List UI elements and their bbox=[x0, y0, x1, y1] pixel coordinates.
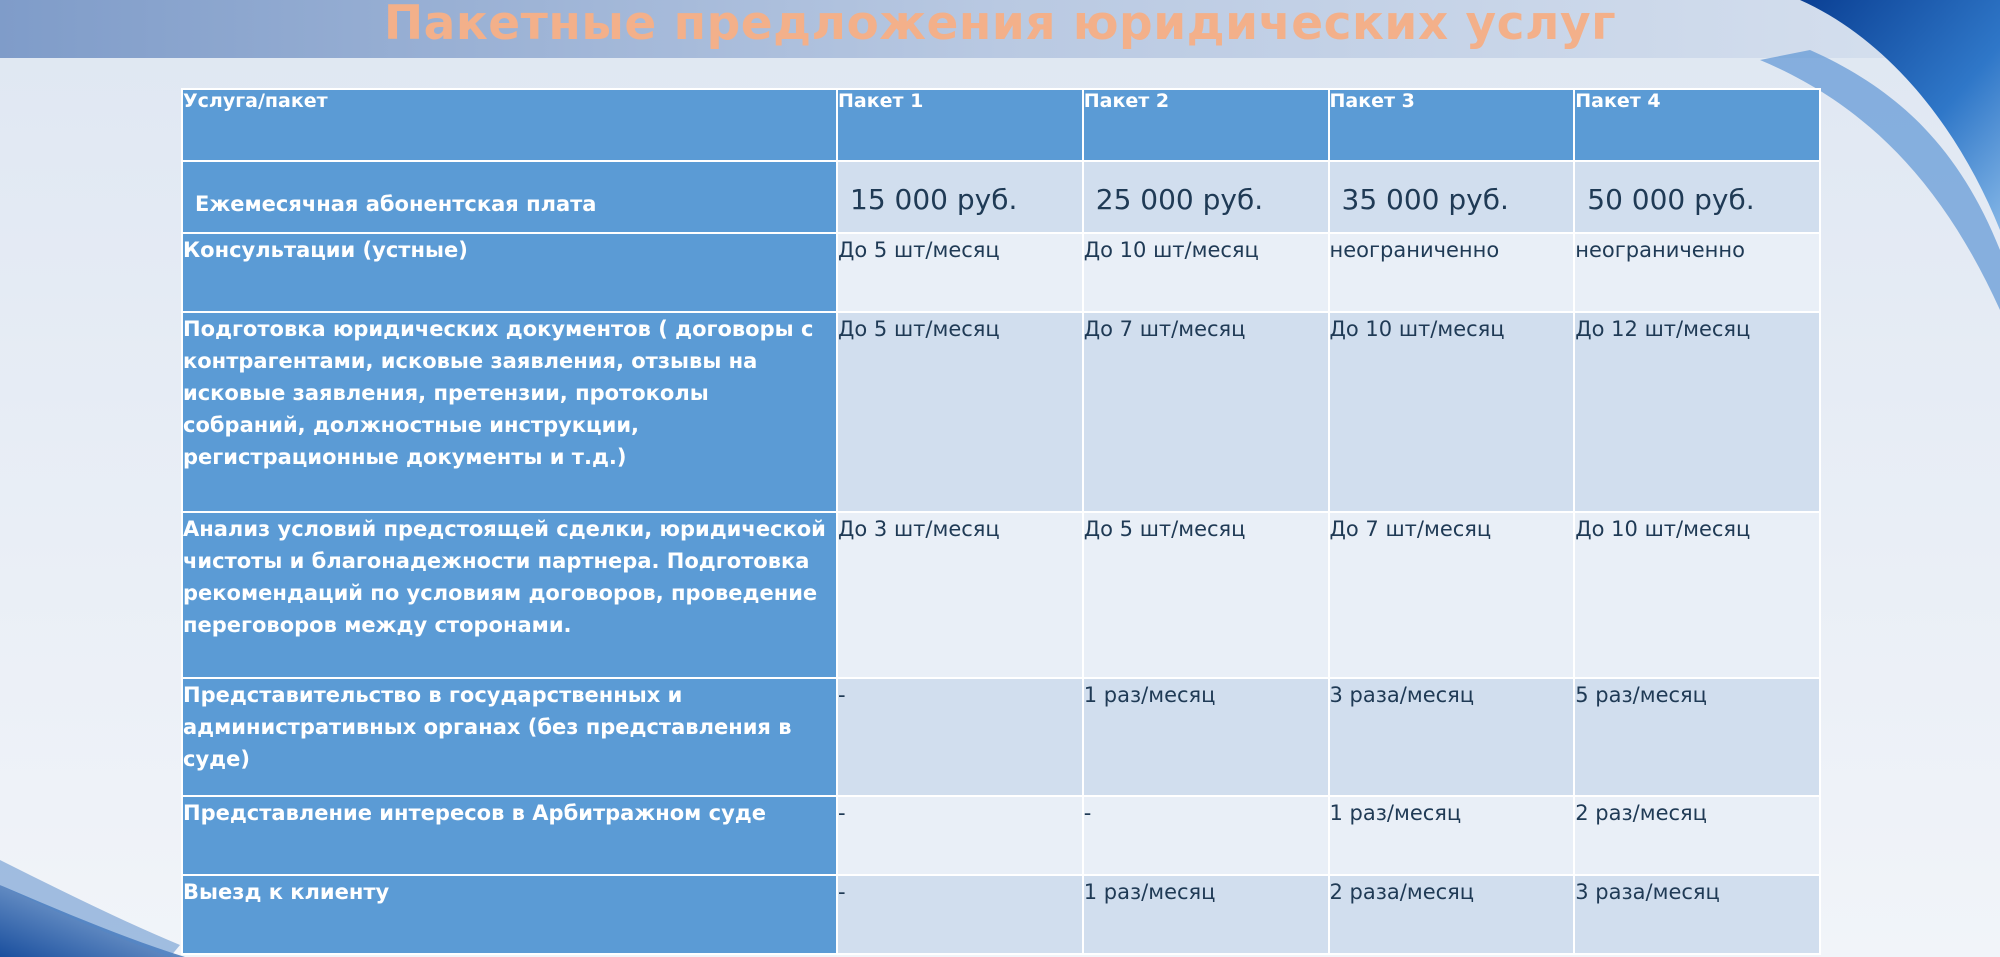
table-row: Ежемесячная абонентская плата 15 000 руб… bbox=[181, 160, 1821, 234]
value-cell: До 5 шт/месяц bbox=[836, 311, 1084, 513]
header-cell-package-2: Пакет 2 bbox=[1081, 88, 1330, 162]
service-cell: Выезд к клиенту bbox=[181, 874, 838, 955]
value-cell: 3 раза/месяц bbox=[1573, 874, 1821, 955]
header-cell-service: Услуга/пакет bbox=[181, 88, 838, 162]
value-cell: неограниченно bbox=[1573, 232, 1821, 313]
value-cell: До 10 шт/месяц bbox=[1081, 232, 1330, 313]
table-row: Подготовка юридических документов ( дого… bbox=[181, 311, 1821, 513]
value-cell: До 3 шт/месяц bbox=[836, 511, 1084, 679]
value-cell: 5 раз/месяц bbox=[1573, 677, 1821, 797]
value-cell: До 7 шт/месяц bbox=[1081, 311, 1330, 513]
value-cell: 15 000 руб. bbox=[836, 160, 1084, 234]
value-cell: До 12 шт/месяц bbox=[1573, 311, 1821, 513]
header-cell-package-3: Пакет 3 bbox=[1327, 88, 1576, 162]
value-cell: 35 000 руб. bbox=[1327, 160, 1576, 234]
service-cell: Подготовка юридических документов ( дого… bbox=[181, 311, 838, 513]
value-cell: 2 раз/месяц bbox=[1573, 795, 1821, 876]
service-cell: Анализ условий предстоящей сделки, юриди… bbox=[181, 511, 838, 679]
table-row: Анализ условий предстоящей сделки, юриди… bbox=[181, 511, 1821, 679]
service-cell: Ежемесячная абонентская плата bbox=[181, 160, 838, 234]
value-cell: - bbox=[1081, 795, 1330, 876]
service-cell: Представительство в государственных и ад… bbox=[181, 677, 838, 797]
header-cell-package-1: Пакет 1 bbox=[836, 88, 1084, 162]
table-row: Консультации (устные) До 5 шт/месяц До 1… bbox=[181, 232, 1821, 313]
value-cell: 2 раза/месяц bbox=[1327, 874, 1576, 955]
service-cell: Консультации (устные) bbox=[181, 232, 838, 313]
table-row: Представительство в государственных и ад… bbox=[181, 677, 1821, 797]
service-cell: Представление интересов в Арбитражном су… bbox=[181, 795, 838, 876]
header-row: Услуга/пакет Пакет 1 Пакет 2 Пакет 3 Пак… bbox=[181, 88, 1821, 162]
value-cell: До 5 шт/месяц bbox=[836, 232, 1084, 313]
table-row: Представление интересов в Арбитражном су… bbox=[181, 795, 1821, 876]
value-cell: 1 раз/месяц bbox=[1081, 677, 1330, 797]
header-cell-package-4: Пакет 4 bbox=[1573, 88, 1821, 162]
value-cell: 3 раза/месяц bbox=[1327, 677, 1576, 797]
value-cell: 1 раз/месяц bbox=[1327, 795, 1576, 876]
value-cell: 1 раз/месяц bbox=[1081, 874, 1330, 955]
value-cell: 50 000 руб. bbox=[1573, 160, 1821, 234]
pricing-table: Услуга/пакет Пакет 1 Пакет 2 Пакет 3 Пак… bbox=[181, 88, 1821, 955]
value-cell: - bbox=[836, 874, 1084, 955]
value-cell: До 7 шт/месяц bbox=[1327, 511, 1576, 679]
value-cell: До 10 шт/месяц bbox=[1573, 511, 1821, 679]
value-cell: До 5 шт/месяц bbox=[1081, 511, 1330, 679]
value-cell: 25 000 руб. bbox=[1081, 160, 1330, 234]
value-cell: - bbox=[836, 795, 1084, 876]
table-row: Выезд к клиенту - 1 раз/месяц 2 раза/мес… bbox=[181, 874, 1821, 955]
value-cell: До 10 шт/месяц bbox=[1327, 311, 1576, 513]
slide-title: Пакетные предложения юридических услуг bbox=[383, 0, 1617, 51]
value-cell: неограниченно bbox=[1327, 232, 1576, 313]
value-cell: - bbox=[836, 677, 1084, 797]
